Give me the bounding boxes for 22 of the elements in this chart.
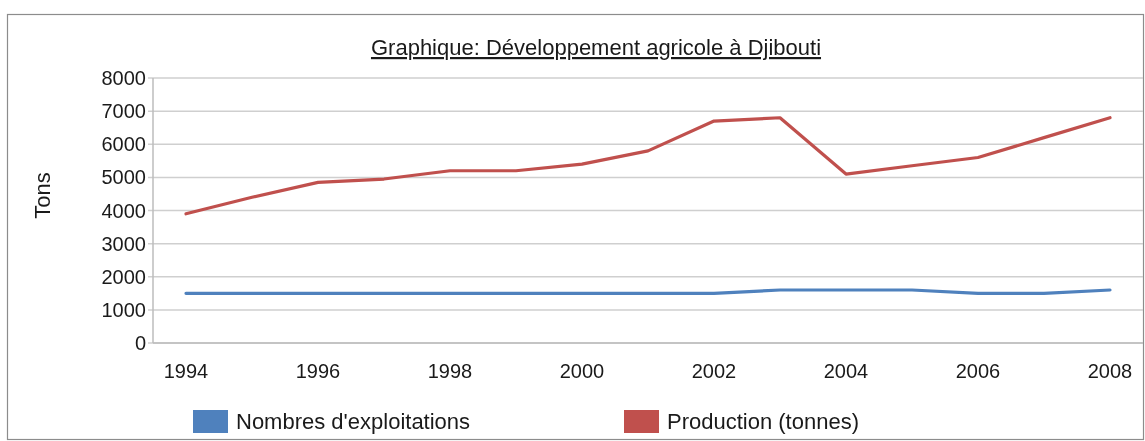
x-tick-label: 2002 — [691, 360, 737, 382]
y-tick-label: 3000 — [101, 232, 146, 255]
x-tick-label: 2008 — [1087, 360, 1133, 382]
line-series — [184, 116, 1112, 216]
y-tick-label: 1000 — [101, 298, 146, 321]
x-tick-label: 2006 — [955, 360, 1001, 382]
y-tick-label: 8000 — [101, 67, 146, 89]
legend-label: Nombres d'exploitations — [236, 409, 471, 434]
x-tick-label: 1998 — [427, 360, 473, 382]
x-tick-label: 2004 — [823, 360, 869, 382]
y-tick-label: 7000 — [101, 100, 146, 123]
y-tick-label: 2000 — [101, 265, 146, 288]
y-tick-label: 4000 — [101, 199, 146, 222]
y-tick-label: 6000 — [101, 133, 146, 156]
y-axis-title: Tons — [30, 172, 55, 219]
legend-label: Production (tonnes) — [667, 409, 859, 434]
x-tick-label: 1994 — [163, 360, 209, 382]
y-tick-label: 0 — [134, 332, 146, 354]
x-tick-label: 1996 — [295, 360, 341, 382]
y-tick-label: 5000 — [101, 166, 146, 189]
x-tick-label: 2000 — [559, 360, 605, 382]
chart-title: Graphique: Développement agricole à Djibouti — [370, 35, 822, 60]
